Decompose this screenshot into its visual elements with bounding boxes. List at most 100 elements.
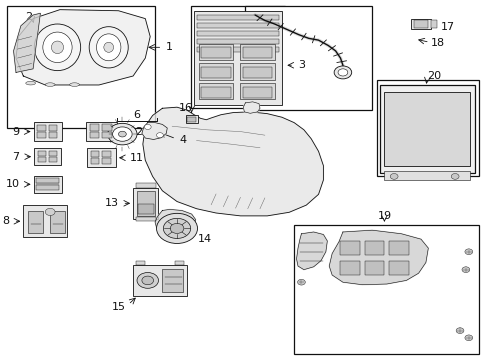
Bar (49, 132, 57, 138)
Bar (243, 67, 272, 78)
Ellipse shape (97, 34, 121, 61)
Text: 19: 19 (377, 211, 392, 221)
Bar (38, 157, 46, 162)
Bar (243, 87, 272, 98)
Bar (137, 191, 155, 216)
Text: 15: 15 (112, 302, 126, 312)
Bar (90, 132, 99, 138)
Circle shape (462, 267, 470, 273)
Text: 5: 5 (255, 89, 263, 99)
Polygon shape (14, 13, 40, 72)
Bar (136, 183, 156, 188)
Text: 18: 18 (431, 38, 445, 48)
Circle shape (338, 69, 348, 76)
Bar (49, 157, 56, 162)
Ellipse shape (45, 83, 55, 86)
Text: 3: 3 (298, 60, 305, 70)
Bar (414, 21, 428, 28)
Ellipse shape (70, 83, 79, 86)
Circle shape (390, 174, 398, 179)
Bar (86, 122, 117, 141)
Bar (241, 83, 274, 99)
Bar (91, 151, 99, 157)
Bar (384, 171, 470, 180)
Circle shape (45, 208, 55, 216)
Bar (245, 6, 372, 110)
Bar (37, 132, 46, 138)
Bar (136, 261, 146, 265)
Text: 14: 14 (197, 234, 212, 244)
Circle shape (156, 133, 163, 138)
Bar (196, 39, 279, 44)
Polygon shape (143, 107, 323, 216)
Polygon shape (16, 10, 150, 85)
Bar (36, 178, 59, 183)
Bar (389, 261, 409, 275)
Bar (28, 211, 43, 233)
Bar (186, 116, 197, 123)
Circle shape (334, 66, 352, 79)
Text: 12: 12 (130, 127, 144, 136)
Bar (196, 31, 279, 36)
Bar (201, 87, 231, 98)
Bar (341, 261, 360, 275)
Ellipse shape (34, 24, 81, 71)
Bar (133, 265, 187, 296)
Bar (199, 63, 233, 80)
Bar (201, 47, 231, 58)
Text: 13: 13 (104, 198, 119, 208)
Text: 6: 6 (133, 111, 141, 121)
Bar (199, 83, 233, 99)
Circle shape (145, 125, 151, 130)
Text: 8: 8 (2, 216, 10, 226)
Text: 7: 7 (12, 152, 20, 162)
Ellipse shape (51, 41, 64, 54)
Bar (50, 211, 65, 233)
Bar (138, 204, 153, 214)
Circle shape (465, 335, 473, 341)
Ellipse shape (26, 81, 35, 85)
Text: 17: 17 (441, 22, 455, 32)
Circle shape (142, 276, 153, 285)
Bar (294, 225, 479, 354)
Bar (365, 241, 384, 255)
Bar (37, 125, 46, 131)
Text: 2: 2 (24, 12, 32, 22)
Bar (191, 6, 285, 108)
Bar (102, 125, 112, 131)
Bar (136, 217, 156, 221)
Bar (196, 46, 279, 52)
Circle shape (108, 123, 137, 145)
Circle shape (113, 127, 132, 141)
Circle shape (456, 328, 464, 333)
Bar (243, 47, 272, 58)
Bar (34, 176, 62, 193)
Bar (174, 261, 184, 265)
Text: 10: 10 (5, 179, 20, 189)
Text: 20: 20 (427, 71, 441, 81)
Bar (241, 44, 274, 60)
Ellipse shape (89, 27, 128, 68)
Bar (196, 23, 279, 28)
Polygon shape (296, 232, 327, 270)
Text: 16: 16 (179, 103, 193, 113)
Bar (341, 241, 360, 255)
Ellipse shape (104, 42, 114, 52)
Bar (36, 185, 59, 190)
Circle shape (163, 219, 191, 238)
Bar (91, 158, 99, 164)
Bar (34, 148, 61, 165)
Bar (102, 158, 111, 164)
Circle shape (119, 131, 126, 137)
Bar (411, 19, 431, 30)
Polygon shape (142, 123, 167, 139)
Bar (365, 261, 384, 275)
Text: 1: 1 (166, 42, 173, 52)
Circle shape (156, 213, 197, 243)
Circle shape (170, 224, 184, 233)
Bar (241, 63, 274, 80)
Bar (34, 122, 62, 141)
Text: 4: 4 (179, 135, 187, 145)
Bar (49, 125, 57, 131)
Circle shape (297, 279, 305, 285)
